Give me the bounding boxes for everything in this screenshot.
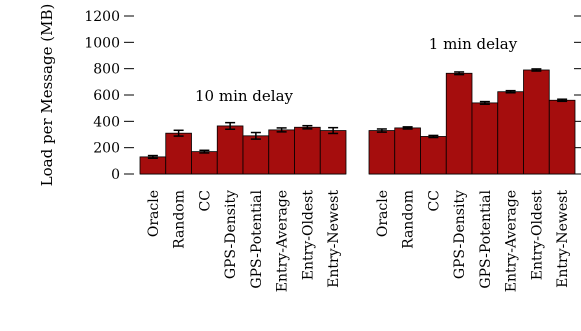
- bar: [139, 156, 167, 175]
- x-tick-label: Random: [401, 190, 417, 249]
- x-tick-label: Random: [172, 190, 188, 249]
- bar: [294, 126, 321, 175]
- x-tick-label: Entry-Newest: [555, 190, 571, 288]
- x-tick-label: Entry-Average: [504, 190, 520, 292]
- bar: [420, 136, 447, 175]
- y-axis-label: Load per Message (MB): [38, 4, 56, 187]
- x-tick-label: Entry-Oldest: [300, 190, 316, 281]
- y-tick-label: 400: [93, 114, 120, 130]
- x-tick-label: CC: [426, 190, 442, 211]
- bar: [471, 102, 499, 175]
- y-tick-label: 1200: [84, 9, 120, 25]
- bar: [368, 130, 396, 175]
- x-tick-label: GPS-Density: [452, 190, 468, 279]
- y-tick-label: 1000: [84, 35, 120, 51]
- panel-annotation: 1 min delay: [429, 35, 518, 53]
- bar: [165, 132, 192, 175]
- x-tick-label: GPS-Potential: [249, 189, 265, 288]
- y-tick-label: 800: [93, 62, 120, 78]
- x-tick-label: Entry-Average: [275, 190, 291, 292]
- x-tick-label: GPS-Density: [223, 190, 239, 279]
- bar: [268, 129, 295, 175]
- y-tick-label: 600: [93, 88, 120, 104]
- x-tick-label: Oracle: [146, 190, 162, 237]
- bar: [497, 91, 524, 175]
- x-tick-label: Oracle: [375, 190, 391, 237]
- x-tick-label: Entry-Oldest: [529, 190, 545, 281]
- chart-panels: 0 200 400 600 800 1000 1200 Oracle Random CC GPS-D…: [84, 9, 581, 292]
- bar: [319, 130, 347, 175]
- y-tick-label: 0: [111, 167, 120, 183]
- x-tick-label: GPS-Potential: [478, 189, 494, 288]
- bar: [242, 135, 270, 175]
- y-tick-label: 200: [93, 141, 120, 157]
- panel-annotation: 10 min delay: [195, 87, 294, 105]
- bar: [445, 72, 473, 175]
- bar: [548, 99, 576, 175]
- bar: [216, 125, 244, 175]
- bar: [523, 69, 550, 175]
- x-tick-label: Entry-Newest: [326, 190, 342, 288]
- bar: [191, 151, 218, 175]
- bar: [394, 127, 421, 175]
- x-tick-label: CC: [197, 190, 213, 211]
